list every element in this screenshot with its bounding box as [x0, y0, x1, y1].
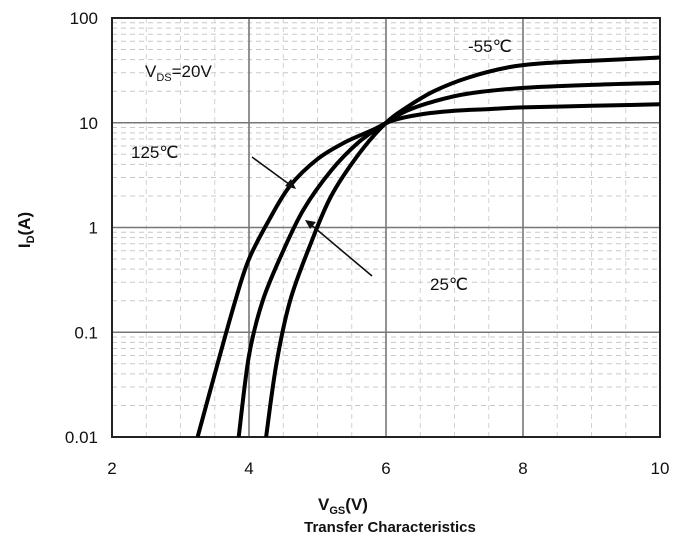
series-line--55c [264, 55, 661, 438]
condition-label: VDS=20V [145, 62, 212, 84]
chart-caption: Transfer Characteristics [304, 519, 476, 536]
x-axis-title: VGS(V) [318, 495, 368, 517]
y-tick-label: 0.01 [65, 428, 98, 447]
arrow-25c [305, 220, 373, 277]
plot-frame [111, 17, 661, 438]
y-tick-labels: 0.01 0.1 1 10 100 [65, 9, 98, 447]
x-tick-labels: 2 4 6 8 10 [107, 459, 669, 478]
series-lines [195, 55, 661, 438]
x-tick-label: 6 [381, 459, 390, 478]
y-tick-label: 100 [70, 9, 98, 28]
y-tick-label: 10 [79, 114, 98, 133]
x-tick-label: 2 [107, 459, 116, 478]
label-minus55c: -55℃ [468, 37, 512, 56]
label-25c: 25℃ [430, 275, 468, 294]
x-tick-label: 8 [518, 459, 527, 478]
y-axis-title: ID(A) [15, 212, 37, 248]
label-125c: 125℃ [131, 143, 178, 162]
x-tick-label: 4 [244, 459, 253, 478]
x-tick-label: 10 [651, 459, 670, 478]
arrow-125c [251, 156, 296, 189]
y-tick-label: 1 [89, 219, 98, 238]
y-tick-label: 0.1 [74, 323, 98, 342]
series-line-25c [236, 80, 661, 438]
series-line-125c [195, 102, 661, 438]
